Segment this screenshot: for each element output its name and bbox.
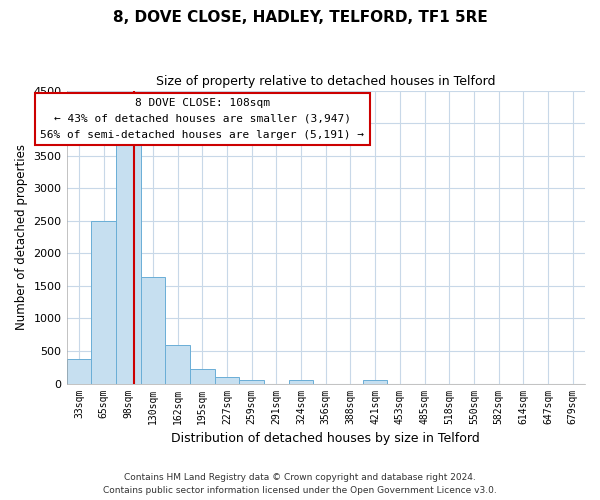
Bar [215,377,239,384]
Text: 8 DOVE CLOSE: 108sqm
← 43% of detached houses are smaller (3,947)
56% of semi-de: 8 DOVE CLOSE: 108sqm ← 43% of detached h… [40,98,364,140]
Bar [67,359,91,384]
Bar [363,380,388,384]
Bar [190,368,215,384]
Bar [91,221,116,384]
X-axis label: Distribution of detached houses by size in Telford: Distribution of detached houses by size … [172,432,480,445]
Bar [289,380,313,384]
Title: Size of property relative to detached houses in Telford: Size of property relative to detached ho… [156,75,496,88]
Bar [116,140,140,384]
Bar [140,277,165,384]
Bar [239,380,264,384]
Y-axis label: Number of detached properties: Number of detached properties [15,144,28,330]
Text: 8, DOVE CLOSE, HADLEY, TELFORD, TF1 5RE: 8, DOVE CLOSE, HADLEY, TELFORD, TF1 5RE [113,10,487,25]
Text: Contains HM Land Registry data © Crown copyright and database right 2024.
Contai: Contains HM Land Registry data © Crown c… [103,474,497,495]
Bar [165,345,190,384]
